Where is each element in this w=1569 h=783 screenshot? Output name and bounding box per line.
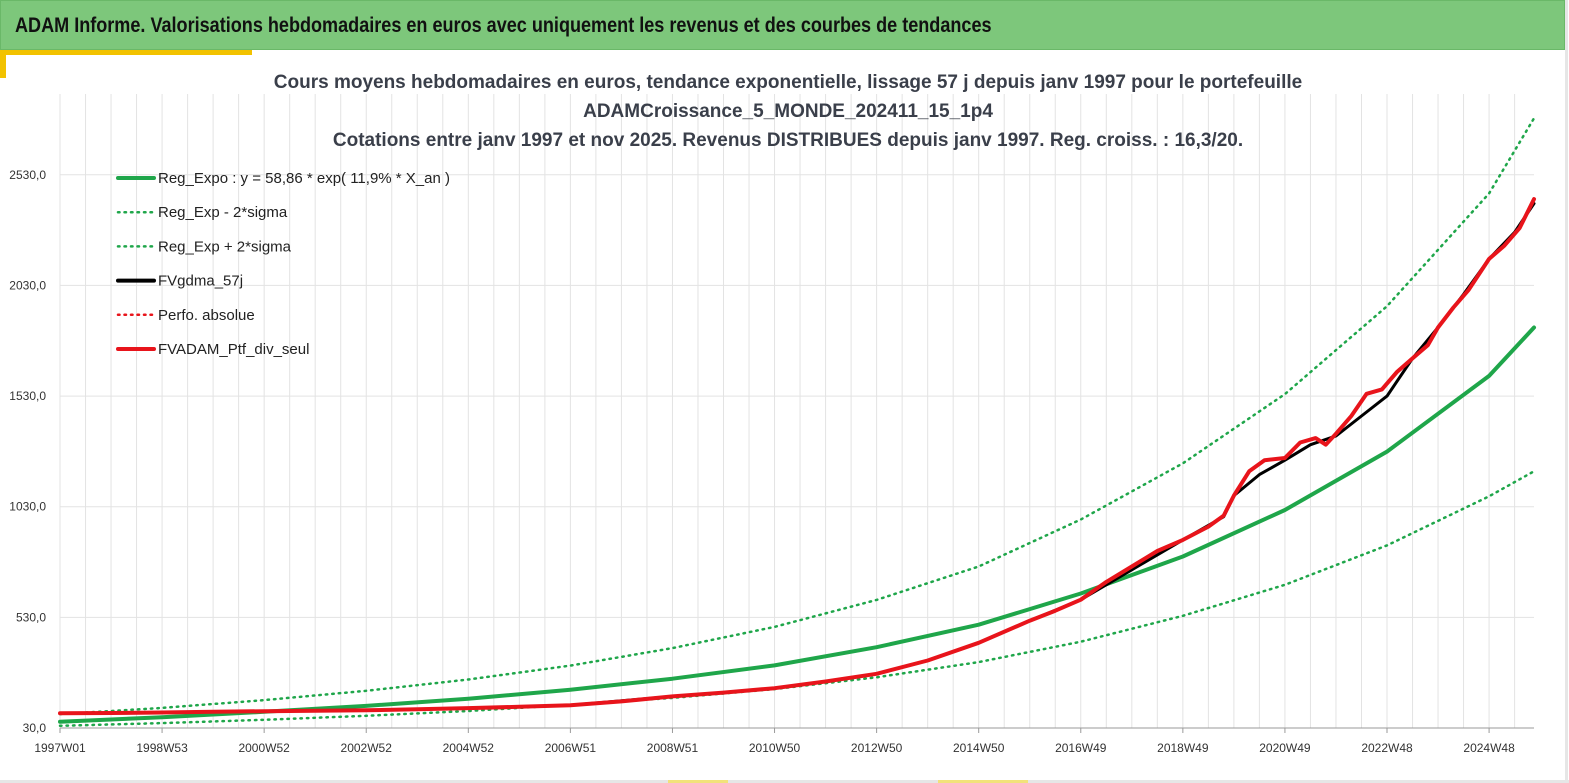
legend: Reg_Expo : y = 58,86 * exp( 11,9% * X_an… — [116, 170, 450, 358]
legend-label: FVgdma_57j — [158, 273, 243, 290]
x-tick-label: 2016W49 — [1055, 741, 1107, 755]
x-tick-label: 2004W52 — [443, 741, 495, 755]
y-tick-label: 2530,0 — [9, 168, 46, 182]
legend-label: FVADAM_Ptf_div_seul — [158, 341, 309, 358]
header-banner: ADAM Informe. Valorisations hebdomadaire… — [0, 0, 1565, 50]
x-tick-label: 2018W49 — [1157, 741, 1209, 755]
x-tick-label: 2014W50 — [953, 741, 1005, 755]
y-tick-label: 1030,0 — [9, 500, 46, 514]
x-tick-label: 2012W50 — [851, 741, 903, 755]
series-line — [58, 117, 1536, 716]
accent-bar-left — [0, 50, 6, 78]
series-line — [58, 470, 1536, 728]
y-tick-label: 530,0 — [16, 610, 46, 624]
gridlines — [59, 94, 1534, 729]
x-tick-label: 2024W48 — [1463, 741, 1515, 755]
legend-label: Reg_Exp - 2*sigma — [158, 204, 288, 221]
accent-bar-top — [6, 50, 252, 55]
x-tick-label: 2000W52 — [238, 741, 290, 755]
legend-label: Reg_Expo : y = 58,86 * exp( 11,9% * X_an… — [158, 170, 450, 187]
x-tick-label: 2022W48 — [1361, 741, 1413, 755]
frame-bottom — [0, 780, 1569, 783]
x-tick-label: 1998W53 — [136, 741, 188, 755]
x-tick-label: 2010W50 — [749, 741, 801, 755]
accent-bar-bottom — [668, 780, 728, 783]
chart-title-line-3: Cotations entre janv 1997 et nov 2025. R… — [333, 130, 1243, 151]
series — [58, 117, 1536, 728]
frame-right — [1565, 0, 1568, 783]
series-line — [58, 325, 1536, 724]
series-line — [58, 202, 1536, 715]
x-tick-label: 2002W52 — [341, 741, 393, 755]
chart-title: Cours moyens hebdomadaires en euros, ten… — [274, 72, 1302, 151]
page-title: ADAM Informe. Valorisations hebdomadaire… — [15, 14, 992, 37]
legend-label: Reg_Exp + 2*sigma — [158, 238, 292, 255]
y-tick-label: 30,0 — [23, 721, 47, 735]
chart-title-line-1: Cours moyens hebdomadaires en euros, ten… — [274, 72, 1302, 93]
series-line — [58, 197, 1536, 716]
accent-bar-bottom — [938, 780, 1028, 783]
x-tick-label: 2006W51 — [545, 741, 597, 755]
chart-title-line-2: ADAMCroissance_5_MONDE_202411_15_1p4 — [583, 101, 993, 122]
x-tick-label: 1997W01 — [34, 741, 86, 755]
x-tick-label: 2008W51 — [647, 741, 699, 755]
axes: 30,0 530,0 1030,0 1530,0 2030,0 2530,0 1997W01… — [9, 168, 1534, 755]
legend-label: Perfo. absolue — [158, 307, 255, 324]
x-tick-label: 2020W49 — [1259, 741, 1311, 755]
y-tick-label: 1530,0 — [9, 389, 46, 403]
y-tick-label: 2030,0 — [9, 278, 46, 292]
